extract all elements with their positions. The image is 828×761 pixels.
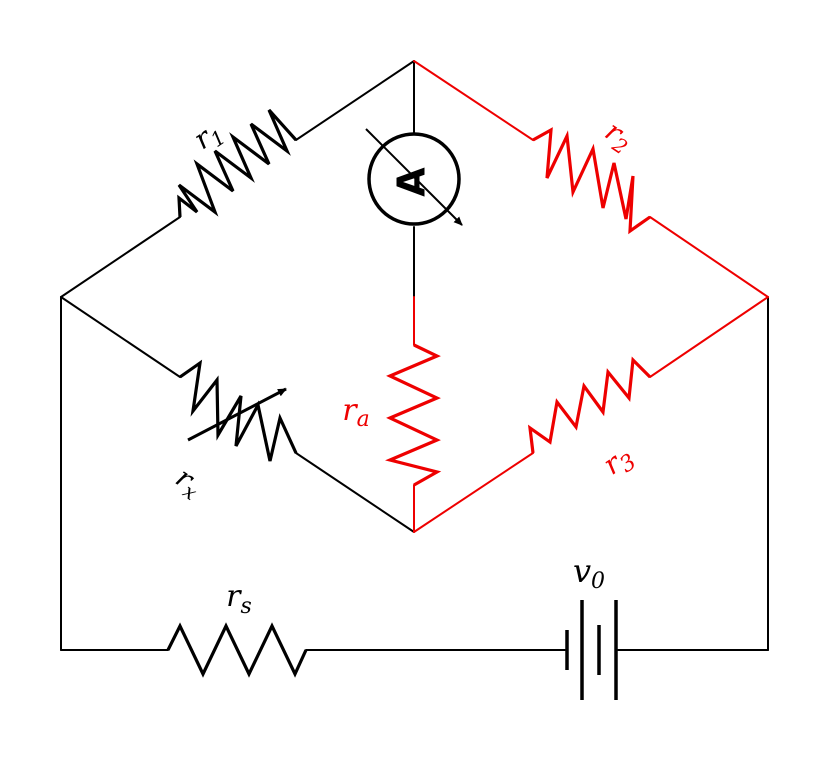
label-rx: rx — [168, 461, 209, 505]
svg-text:ra: ra — [342, 393, 369, 432]
wires-red — [413, 60, 769, 533]
label-v0: v0 — [573, 552, 605, 594]
ammeter-label: A — [390, 167, 434, 197]
resistor-r2 — [532, 127, 651, 235]
label-rs: rs — [226, 579, 252, 619]
svg-text:rs: rs — [226, 579, 252, 619]
battery-icon — [565, 600, 618, 700]
label-v0-sub: 0 — [591, 569, 605, 594]
label-rs-sub: s — [241, 594, 252, 619]
svg-text:r3: r3 — [597, 439, 641, 486]
label-v0-main: v — [573, 552, 591, 590]
label-r3: r3 — [597, 439, 641, 486]
resistor-rx — [179, 359, 298, 462]
ammeter-icon: A — [365, 128, 463, 226]
resistor-ra — [385, 343, 442, 487]
variable-resistor-arrow-icon — [187, 387, 287, 442]
label-r2: r2 — [597, 114, 639, 159]
svg-text:v0: v0 — [573, 552, 605, 594]
label-rs-main: r — [226, 579, 242, 614]
label-ra-main: r — [342, 393, 358, 428]
wires-black — [60, 60, 769, 651]
label-r1: r1 — [188, 114, 230, 159]
label-ra: ra — [342, 393, 369, 432]
svg-text:rx: rx — [168, 461, 209, 505]
label-ra-sub: a — [357, 407, 370, 432]
resistor-r1 — [177, 108, 298, 218]
svg-text:r1: r1 — [188, 114, 230, 159]
svg-text:r2: r2 — [597, 114, 639, 159]
resistor-rs — [166, 622, 308, 678]
resistor-r3 — [527, 356, 652, 454]
